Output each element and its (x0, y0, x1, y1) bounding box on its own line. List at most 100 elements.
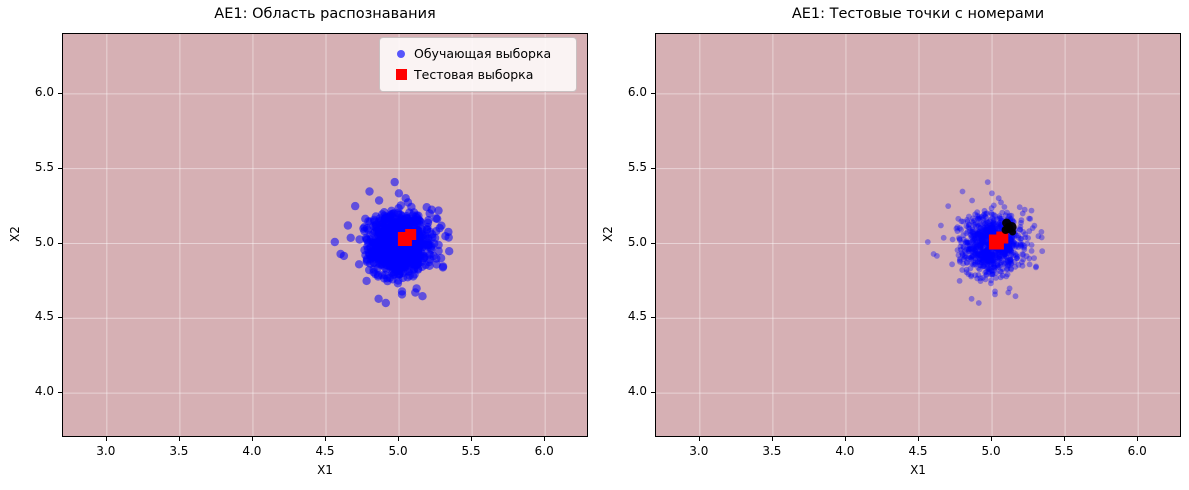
scatter-canvas (63, 34, 587, 436)
training-point (1010, 242, 1016, 248)
training-point (969, 225, 976, 232)
training-point (1005, 243, 1012, 249)
x-tick-mark (251, 437, 253, 441)
training-point (1004, 257, 1011, 264)
training-point (1002, 259, 1009, 266)
training-point (972, 258, 979, 264)
legend-row-test: Тестовая выборка (388, 64, 568, 85)
x-tick-mark (1064, 437, 1066, 441)
training-point (1001, 204, 1008, 210)
training-point (977, 243, 984, 250)
training-point (985, 226, 992, 232)
training-point (387, 260, 397, 269)
training-point (966, 248, 973, 255)
training-point (963, 223, 970, 230)
training-point (992, 252, 999, 259)
training-point (990, 219, 996, 226)
training-point (1028, 248, 1035, 254)
training-point (1002, 249, 1009, 255)
training-point (978, 229, 985, 236)
legend-row-training: Обучающая выборка (388, 43, 568, 64)
training-point (984, 247, 990, 253)
training-point (976, 215, 982, 221)
training-point (960, 244, 967, 251)
training-point (419, 251, 428, 260)
training-point (971, 250, 978, 257)
training-point (394, 276, 403, 285)
training-point (1007, 256, 1014, 263)
training-point (1017, 241, 1024, 248)
training-point (979, 235, 985, 241)
training-point (987, 256, 994, 262)
training-point (970, 240, 976, 247)
training-point (978, 240, 985, 247)
training-point (966, 225, 973, 232)
training-point (982, 230, 989, 237)
training-point (980, 263, 987, 270)
training-point (1004, 271, 1011, 278)
training-point (963, 259, 970, 266)
training-point (960, 256, 967, 262)
training-point (982, 253, 989, 259)
training-point (986, 266, 993, 273)
training-point (940, 234, 947, 241)
training-point (995, 223, 1002, 230)
training-point (981, 235, 988, 242)
training-point (974, 231, 981, 237)
y-tick-mark (651, 242, 655, 244)
test-sample-marker-icon (388, 69, 414, 80)
training-point (984, 224, 991, 231)
training-point (972, 220, 979, 227)
training-point (998, 268, 1005, 275)
training-point (1004, 243, 1011, 250)
training-point (998, 249, 1005, 256)
training-point (985, 250, 992, 257)
training-point (955, 252, 962, 259)
training-point (992, 258, 998, 264)
training-point (962, 239, 969, 246)
training-point (989, 190, 995, 197)
training-point (988, 229, 995, 236)
training-point (1010, 252, 1017, 259)
training-point (990, 257, 996, 264)
training-point (972, 232, 978, 239)
training-point (979, 250, 986, 257)
training-point (1019, 210, 1026, 217)
training-point (1008, 237, 1014, 244)
training-point (995, 195, 1002, 202)
training-point (1017, 227, 1024, 233)
training-point (1007, 245, 1013, 252)
training-point (968, 245, 974, 252)
training-point (977, 242, 984, 249)
training-point (962, 254, 968, 261)
training-point (438, 263, 448, 272)
training-point (967, 254, 974, 261)
training-point (967, 228, 973, 234)
training-point (384, 212, 393, 222)
training-point (969, 230, 976, 237)
training-point (979, 257, 985, 264)
training-point (971, 230, 978, 237)
training-point (982, 249, 989, 255)
training-point (977, 275, 984, 282)
training-point (987, 252, 994, 258)
training-point (989, 271, 996, 278)
training-point (1001, 261, 1007, 267)
training-point (977, 244, 984, 251)
training-point (976, 266, 983, 273)
training-point (985, 257, 992, 264)
training-point (995, 254, 1002, 261)
training-point (992, 252, 999, 259)
training-point (983, 258, 990, 264)
training-point (985, 265, 992, 272)
training-point (971, 217, 978, 224)
training-point (991, 256, 998, 263)
x-tick-label: 5.5 (461, 444, 481, 458)
training-point (992, 288, 998, 295)
training-point (980, 258, 986, 264)
training-point (975, 251, 982, 258)
training-point (1013, 241, 1020, 248)
training-point (988, 256, 995, 263)
training-point (957, 256, 963, 262)
training-point (982, 226, 988, 233)
